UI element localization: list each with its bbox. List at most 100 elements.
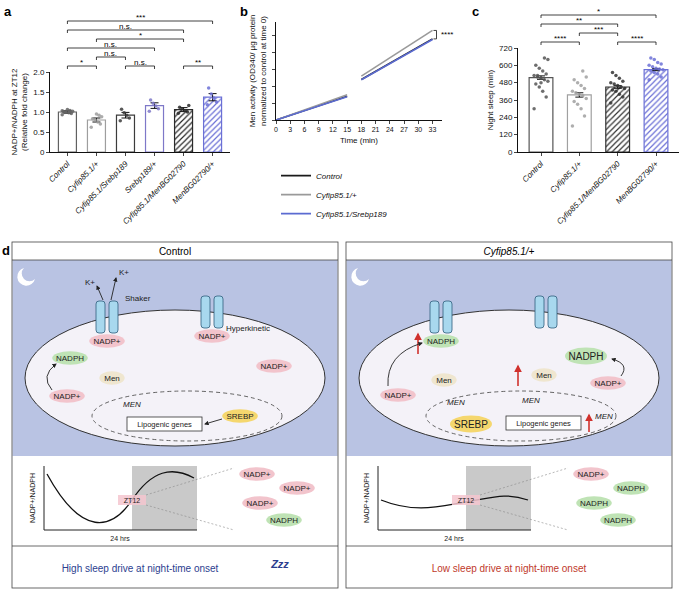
svg-text:NADP+: NADP+ bbox=[578, 470, 605, 479]
svg-text:30: 30 bbox=[414, 126, 422, 133]
svg-text:n.s.: n.s. bbox=[104, 40, 117, 49]
svg-text:21: 21 bbox=[372, 126, 380, 133]
svg-text:K+: K+ bbox=[85, 278, 95, 287]
svg-text:Cyfip85.1/MenBG02790: Cyfip85.1/MenBG02790 bbox=[555, 159, 622, 226]
svg-text:NADPH: NADPH bbox=[580, 499, 608, 508]
svg-text:1.0: 1.0 bbox=[33, 108, 45, 117]
svg-text:n.s.: n.s. bbox=[119, 22, 132, 31]
svg-text:Men: Men bbox=[104, 374, 120, 383]
svg-text:NADPH: NADPH bbox=[56, 354, 84, 363]
svg-text:9: 9 bbox=[317, 126, 321, 133]
svg-text:NADP+: NADP+ bbox=[199, 332, 226, 341]
svg-text:Cyfip85.1/Srebp189: Cyfip85.1/Srebp189 bbox=[316, 210, 387, 219]
svg-text:Cyfip85.1/+: Cyfip85.1/+ bbox=[66, 159, 101, 194]
svg-text:Zzz: Zzz bbox=[270, 558, 289, 570]
svg-text:360: 360 bbox=[499, 96, 513, 105]
svg-text:NADPH: NADPH bbox=[427, 337, 455, 346]
svg-text:K+: K+ bbox=[119, 268, 129, 277]
svg-text:NADPH: NADPH bbox=[617, 484, 645, 493]
svg-text:12: 12 bbox=[329, 126, 337, 133]
svg-text:24 hrs: 24 hrs bbox=[444, 535, 464, 542]
svg-text:***: *** bbox=[136, 13, 145, 22]
svg-text:Low sleep drive at night-time: Low sleep drive at night-time onset bbox=[432, 563, 587, 574]
svg-text:Cyfip85.1/+: Cyfip85.1/+ bbox=[484, 246, 535, 257]
svg-text:NADP+: NADP+ bbox=[94, 337, 121, 346]
svg-text:3: 3 bbox=[288, 126, 292, 133]
svg-text:Men: Men bbox=[536, 371, 552, 380]
svg-text:Control: Control bbox=[47, 159, 72, 184]
svg-text:c: c bbox=[472, 4, 479, 19]
svg-text:0: 0 bbox=[508, 148, 513, 157]
svg-text:Hyperkinetic: Hyperkinetic bbox=[226, 324, 270, 333]
svg-text:NADPH: NADPH bbox=[270, 516, 298, 525]
svg-text:NADPH: NADPH bbox=[604, 516, 632, 525]
svg-text:****: **** bbox=[554, 34, 566, 43]
svg-text:Lipogenic genes: Lipogenic genes bbox=[137, 420, 192, 429]
svg-text:NADP+/NADPH: NADP+/NADPH bbox=[363, 473, 370, 523]
svg-text:NADP+/NADPH: NADP+/NADPH bbox=[29, 473, 36, 523]
svg-text:Lipogenic genes: Lipogenic genes bbox=[516, 419, 571, 428]
svg-text:2.0: 2.0 bbox=[33, 68, 45, 77]
svg-text:NADP+: NADP+ bbox=[385, 391, 412, 400]
svg-text:NADP+: NADP+ bbox=[284, 484, 311, 493]
svg-text:Srebp189/+: Srebp189/+ bbox=[123, 159, 159, 195]
svg-text:Control: Control bbox=[521, 159, 546, 184]
svg-text:240: 240 bbox=[499, 113, 513, 122]
svg-text:MEN: MEN bbox=[595, 412, 613, 421]
svg-text:****: **** bbox=[631, 34, 643, 43]
svg-text:****: **** bbox=[441, 30, 453, 39]
svg-text:*: * bbox=[80, 58, 83, 67]
svg-text:Cyfip85.1/Srebp189: Cyfip85.1/Srebp189 bbox=[73, 159, 130, 216]
svg-text:18: 18 bbox=[357, 126, 365, 133]
svg-text:Control: Control bbox=[159, 246, 191, 257]
svg-text:SREBP: SREBP bbox=[454, 419, 488, 430]
svg-text:SREBP: SREBP bbox=[226, 412, 253, 421]
svg-text:Shaker: Shaker bbox=[125, 294, 151, 303]
svg-text:0: 0 bbox=[274, 126, 278, 133]
svg-text:27: 27 bbox=[400, 126, 408, 133]
svg-text:Control: Control bbox=[316, 172, 342, 181]
svg-text:**: ** bbox=[195, 58, 201, 67]
svg-text:MEN: MEN bbox=[522, 396, 540, 405]
svg-text:120: 120 bbox=[499, 130, 513, 139]
svg-text:NADP+: NADP+ bbox=[247, 499, 274, 508]
svg-text:0.5: 0.5 bbox=[33, 128, 45, 137]
svg-text:b: b bbox=[240, 4, 248, 19]
svg-text:Cyfip85.1/+: Cyfip85.1/+ bbox=[548, 159, 583, 194]
svg-text:Cyfip85.1/+: Cyfip85.1/+ bbox=[316, 191, 357, 200]
svg-text:Men activity (OD340/ µg protei: Men activity (OD340/ µg proteinnormalize… bbox=[248, 15, 267, 128]
svg-text:NADP+/NADPH at ZT12(Relative f: NADP+/NADPH at ZT12(Relative fold change… bbox=[10, 68, 29, 155]
svg-text:600: 600 bbox=[499, 61, 513, 70]
svg-text:MEN: MEN bbox=[123, 400, 141, 409]
svg-text:High sleep drive at night-time: High sleep drive at night-time onset bbox=[62, 563, 219, 574]
svg-text:24 hrs: 24 hrs bbox=[110, 535, 130, 542]
svg-text:*: * bbox=[597, 7, 600, 16]
svg-text:***: *** bbox=[594, 25, 603, 34]
svg-text:MEN: MEN bbox=[447, 398, 465, 407]
svg-text:n.s.: n.s. bbox=[104, 49, 117, 58]
svg-text:15: 15 bbox=[343, 126, 351, 133]
svg-text:24: 24 bbox=[386, 126, 394, 133]
svg-text:ZT12: ZT12 bbox=[458, 497, 474, 504]
svg-text:720: 720 bbox=[499, 44, 513, 53]
svg-text:ZT12: ZT12 bbox=[124, 497, 140, 504]
svg-text:6: 6 bbox=[303, 126, 307, 133]
svg-text:480: 480 bbox=[499, 78, 513, 87]
svg-text:Cyfip85.1/MenBG02790: Cyfip85.1/MenBG02790 bbox=[121, 159, 188, 226]
svg-text:0: 0 bbox=[40, 148, 45, 157]
svg-text:n.s.: n.s. bbox=[134, 58, 147, 67]
svg-text:NADPH: NADPH bbox=[568, 351, 603, 362]
svg-text:33: 33 bbox=[429, 126, 437, 133]
svg-text:**: ** bbox=[576, 16, 582, 25]
svg-text:MenBG02790/+: MenBG02790/+ bbox=[614, 159, 660, 205]
svg-text:NADP+: NADP+ bbox=[595, 379, 622, 388]
svg-text:NADP+: NADP+ bbox=[261, 362, 288, 371]
svg-text:*: * bbox=[139, 31, 142, 40]
svg-text:Men: Men bbox=[436, 376, 452, 385]
svg-text:Night sleep (min): Night sleep (min) bbox=[486, 69, 495, 130]
svg-text:a: a bbox=[4, 4, 12, 19]
svg-text:MenBG02790/+: MenBG02790/+ bbox=[171, 159, 217, 205]
svg-text:Time (min): Time (min) bbox=[340, 136, 378, 145]
svg-text:NADP+: NADP+ bbox=[54, 392, 81, 401]
svg-text:d: d bbox=[2, 243, 10, 258]
